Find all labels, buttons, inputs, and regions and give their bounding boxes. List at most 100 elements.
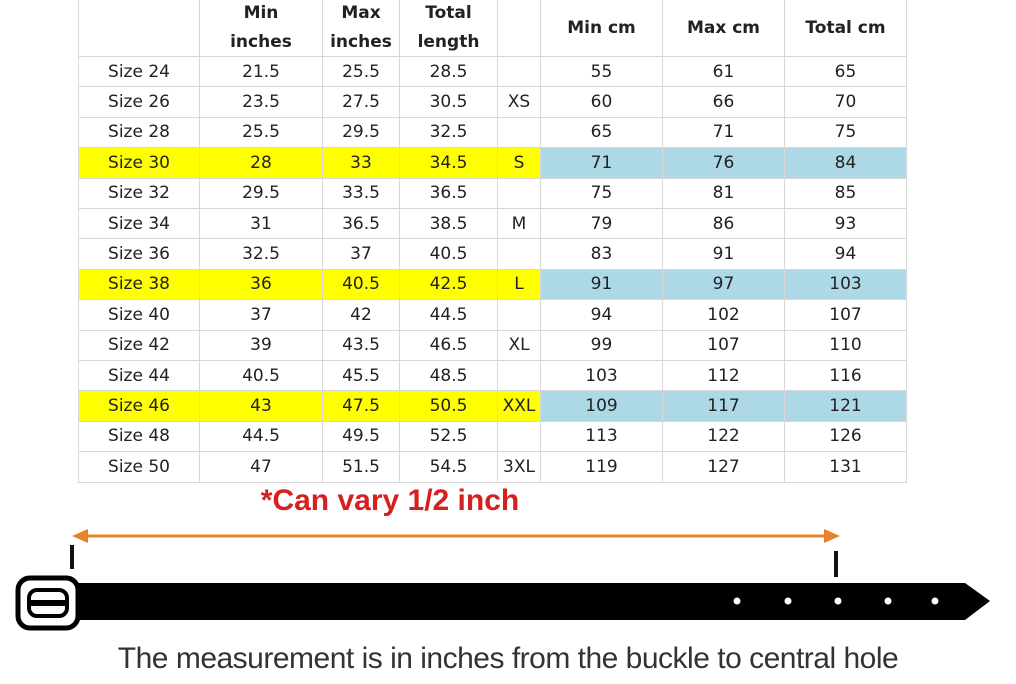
table-cell: 122 bbox=[663, 421, 785, 453]
table-cell: 61 bbox=[663, 57, 785, 88]
table-cell: 23.5 bbox=[200, 87, 323, 118]
header-text: Max bbox=[341, 3, 381, 23]
table-cell: 102 bbox=[663, 300, 785, 331]
table-cell: 76 bbox=[663, 148, 785, 179]
header-text: Min bbox=[243, 3, 279, 23]
table-cell: 66 bbox=[663, 87, 785, 118]
table-cell bbox=[498, 361, 541, 392]
table-cell: 30.5 bbox=[400, 87, 498, 118]
header-cell: Max cm bbox=[663, 0, 785, 57]
caption: The measurement is in inches from the bu… bbox=[117, 642, 899, 675]
table-cell: 94 bbox=[541, 300, 663, 331]
header-cell: Total length bbox=[400, 0, 498, 57]
table-cell: 36 bbox=[200, 269, 323, 301]
start-marker bbox=[70, 545, 74, 569]
table-cell: 31 bbox=[200, 209, 323, 240]
table-cell: 112 bbox=[663, 361, 785, 392]
table-cell: 36.5 bbox=[400, 178, 498, 209]
table-cell: 37 bbox=[323, 239, 400, 270]
hole bbox=[733, 597, 741, 605]
table-cell: Size 26 bbox=[78, 87, 200, 118]
table-cell: 28 bbox=[200, 148, 323, 179]
table-cell: 40.5 bbox=[400, 239, 498, 270]
table-cell: 25.5 bbox=[200, 117, 323, 149]
table-cell: 3XL bbox=[498, 452, 541, 483]
table-cell: XL bbox=[498, 330, 541, 361]
table-cell: 60 bbox=[541, 87, 663, 118]
table-cell: 44.5 bbox=[200, 421, 323, 453]
hole bbox=[784, 597, 792, 605]
table-cell: 116 bbox=[785, 361, 907, 392]
header-text: inches bbox=[230, 32, 292, 52]
table-cell: 37 bbox=[200, 300, 323, 331]
table-cell: Size 42 bbox=[78, 330, 200, 361]
table-cell: 36.5 bbox=[323, 209, 400, 240]
table-cell: 29.5 bbox=[200, 178, 323, 209]
table-cell: L bbox=[498, 269, 541, 301]
table-cell: Size 36 bbox=[78, 239, 200, 270]
hole bbox=[931, 597, 939, 605]
table-cell: 52.5 bbox=[400, 421, 498, 453]
header-cell: Min cm bbox=[541, 0, 663, 57]
table-cell: 46.5 bbox=[400, 330, 498, 361]
table-cell: 47.5 bbox=[323, 391, 400, 422]
table-cell: 33.5 bbox=[323, 178, 400, 209]
table-cell: 71 bbox=[541, 148, 663, 179]
table-cell: 40.5 bbox=[323, 269, 400, 301]
table-cell: M bbox=[498, 209, 541, 240]
table-cell: 127 bbox=[663, 452, 785, 483]
header-text: Max cm bbox=[686, 17, 761, 38]
table-cell: 103 bbox=[785, 269, 907, 301]
table-cell: 34.5 bbox=[400, 148, 498, 179]
table-cell: 55 bbox=[541, 57, 663, 88]
table-cell: 29.5 bbox=[323, 117, 400, 149]
header-text: inches bbox=[330, 32, 392, 52]
table-cell: 25.5 bbox=[323, 57, 400, 88]
table-cell: 21.5 bbox=[200, 57, 323, 88]
table-cell bbox=[498, 117, 541, 149]
header-cell: Total cm bbox=[785, 0, 907, 57]
header-cell: Min inches bbox=[200, 0, 323, 57]
table-cell: 33 bbox=[323, 148, 400, 179]
table-cell: 103 bbox=[541, 361, 663, 392]
table-cell: 131 bbox=[785, 452, 907, 483]
table-cell: S bbox=[498, 148, 541, 179]
table-cell: 126 bbox=[785, 421, 907, 453]
table-cell: 107 bbox=[785, 300, 907, 331]
table-cell: Size 46 bbox=[78, 391, 200, 422]
table-cell bbox=[498, 300, 541, 331]
table-cell: 121 bbox=[785, 391, 907, 422]
table-cell: 85 bbox=[785, 178, 907, 209]
table-cell: 38.5 bbox=[400, 209, 498, 240]
table-cell: 47 bbox=[200, 452, 323, 483]
table-cell: 109 bbox=[541, 391, 663, 422]
table-cell: 40.5 bbox=[200, 361, 323, 392]
table-cell: 99 bbox=[541, 330, 663, 361]
belt-strap bbox=[40, 583, 990, 620]
table-cell: Size 30 bbox=[78, 148, 200, 179]
table-cell: 45.5 bbox=[323, 361, 400, 392]
table-cell: 79 bbox=[541, 209, 663, 240]
table-cell: 48.5 bbox=[400, 361, 498, 392]
table-cell: XXL bbox=[498, 391, 541, 422]
arrow-head bbox=[72, 529, 88, 543]
table-cell: 86 bbox=[663, 209, 785, 240]
table-cell: Size 32 bbox=[78, 178, 200, 209]
header-text: Total bbox=[425, 3, 472, 23]
buckle-inner bbox=[27, 588, 69, 618]
table-cell bbox=[498, 239, 541, 270]
header-cell bbox=[498, 0, 541, 57]
table-cell: 94 bbox=[785, 239, 907, 270]
table-cell: 110 bbox=[785, 330, 907, 361]
header-cell bbox=[78, 0, 200, 57]
buckle-bar bbox=[29, 600, 67, 606]
table-cell: 91 bbox=[541, 269, 663, 301]
table-cell: Size 40 bbox=[78, 300, 200, 331]
arrow-head bbox=[824, 529, 840, 543]
table-cell bbox=[498, 178, 541, 209]
table-cell bbox=[498, 57, 541, 88]
table-cell: XS bbox=[498, 87, 541, 118]
table-cell bbox=[498, 421, 541, 453]
table-cell: 70 bbox=[785, 87, 907, 118]
